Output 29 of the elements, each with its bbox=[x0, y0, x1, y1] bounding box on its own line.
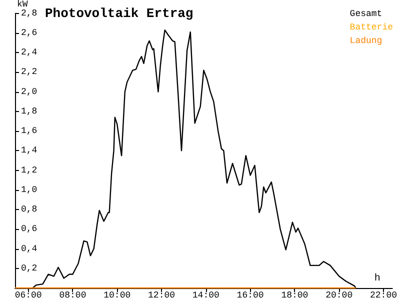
text: Gesamt bbox=[350, 9, 382, 19]
x-tick-label: 14:00 bbox=[192, 290, 220, 300]
y-tick-label: 1,2 bbox=[21, 165, 38, 176]
text: Ladung bbox=[350, 36, 382, 46]
y-tick-label: 0,6 bbox=[21, 224, 38, 234]
y-tick-label: 2,8 bbox=[21, 8, 38, 18]
x-tick-label: 18:00 bbox=[281, 290, 308, 300]
y-tick-label: 2,0 bbox=[21, 86, 38, 97]
y-tick-label: 1,8 bbox=[21, 106, 38, 116]
y-tick-label: 1,4 bbox=[21, 146, 38, 156]
y-tick-label: 1,6 bbox=[21, 126, 38, 136]
x-tick-label: 12:00 bbox=[148, 290, 176, 300]
x-tick-label: 08:00 bbox=[59, 290, 86, 300]
x-tick-label: 22:00 bbox=[370, 290, 398, 300]
legend-label: Batterie bbox=[350, 22, 394, 32]
y-tick-label: 2,6 bbox=[21, 28, 38, 38]
y-axis-title: kW bbox=[17, 0, 28, 10]
y-tick-label: 0,8 bbox=[21, 204, 38, 215]
chart-title: Photovoltaik Ertrag bbox=[45, 6, 194, 21]
y-tick-label: 0,4 bbox=[21, 244, 38, 254]
y-tick-label: 2,4 bbox=[21, 48, 38, 58]
x-tick-label: 10:00 bbox=[104, 290, 131, 300]
x-tick-label: 16:00 bbox=[236, 290, 264, 300]
x-tick-label: 20:00 bbox=[326, 290, 353, 300]
y-tick-label: 0,2 bbox=[21, 263, 38, 274]
y-tick-label: 2,2 bbox=[21, 67, 38, 78]
x-axis-title: h bbox=[374, 272, 380, 284]
x-tick-label: 06:00 bbox=[14, 290, 42, 300]
y-tick-label: 1,0 bbox=[21, 184, 38, 195]
